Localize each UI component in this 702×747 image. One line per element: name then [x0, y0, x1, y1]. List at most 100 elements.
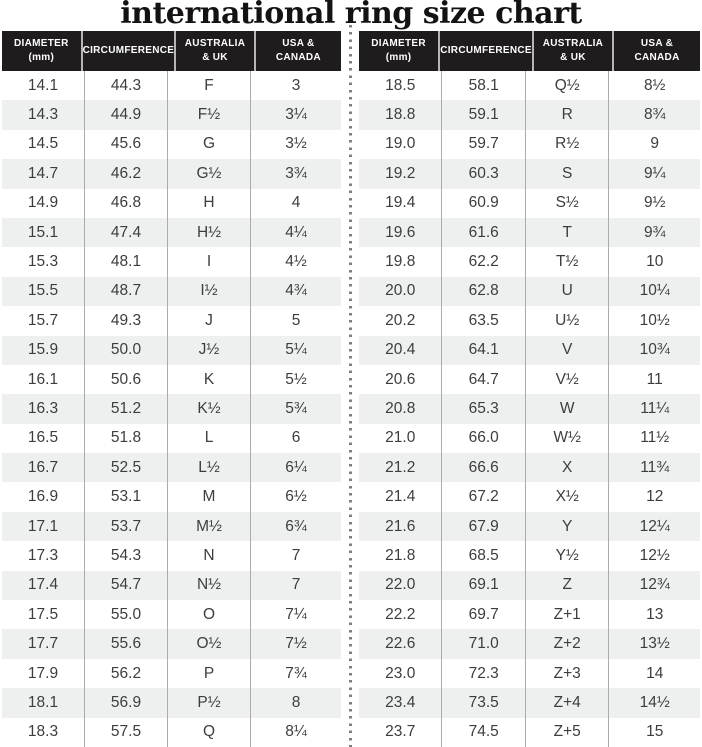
table-cell: R½	[524, 129, 608, 160]
table-cell: 56.2	[84, 658, 167, 689]
table-cell: 4	[250, 188, 341, 218]
table-cell: 50.6	[84, 364, 167, 395]
table-cell: 14.9	[27, 194, 59, 212]
table-cell: Z+2	[524, 629, 608, 659]
table-cell: 5½	[250, 364, 341, 395]
table-row: 17.5 55.0 O 7¼	[2, 600, 341, 630]
table-cell: 3	[250, 71, 341, 101]
table-row: 20.4 64.1 V 10¾	[359, 335, 700, 365]
table-cell: 9½	[608, 188, 700, 218]
tables-container: DIAMETER (mm) CIRCUMFERENCE AUSTRALIA & UK US…	[2, 25, 700, 747]
table-cell: Z+5	[524, 717, 608, 747]
table-cell: N	[167, 541, 250, 571]
table-cell: 21.8	[385, 546, 416, 564]
table-cell: 10¼	[608, 276, 700, 307]
table-row: 14.7 46.2 G½ 3¾	[2, 159, 341, 189]
table-row: 14.3 44.9 F½ 3¼	[2, 100, 341, 130]
table-cell: 69.1	[441, 570, 525, 601]
table-cell: J	[167, 306, 250, 336]
table-row: 17.9 56.2 P 7¾	[2, 658, 341, 689]
table-row: 17.7 55.6 O½ 7½	[2, 629, 341, 659]
table-row: 23.7 74.5 Z+5 15	[359, 717, 700, 747]
table-cell: 64.1	[441, 335, 525, 365]
table-row: 20.0 62.8 U 10¼	[359, 276, 700, 307]
table-cell: 67.2	[441, 482, 525, 512]
table-cell: 61.6	[441, 217, 525, 248]
table-cell: 18.5	[385, 76, 416, 94]
table-cell: 20.2	[385, 311, 416, 329]
table-cell: M	[167, 482, 250, 512]
column-header: CIRCUMFERENCE	[438, 31, 532, 71]
ring-size-table-right: DIAMETER (mm) CIRCUMFERENCE AUSTRALIA & UK US…	[359, 31, 700, 747]
table-cell: 7½	[250, 629, 341, 659]
table-cell: 59.1	[441, 100, 525, 130]
table-row: 22.2 69.7 Z+1 13	[359, 600, 700, 630]
table-cell: U	[524, 276, 608, 307]
table-row: 16.7 52.5 L½ 6¼	[2, 453, 341, 483]
dotted-divider	[349, 25, 352, 747]
table-cell: K½	[167, 394, 250, 424]
table-cell: 55.0	[84, 600, 167, 630]
table-cell: S½	[524, 188, 608, 218]
table-cell: 51.8	[84, 423, 167, 454]
table-row: 23.0 72.3 Z+3 14	[359, 658, 700, 689]
table-cell: 15.5	[27, 282, 59, 300]
table-cell: 21.6	[385, 517, 416, 535]
table-cell: 17.5	[27, 605, 59, 623]
table-cell: 54.7	[84, 570, 167, 601]
table-cell: 62.2	[441, 247, 525, 277]
table-cell: G	[167, 129, 250, 160]
table-row: 19.8 62.2 T½ 10	[359, 247, 700, 277]
table-cell: 20.6	[385, 370, 416, 388]
table-row: 21.0 66.0 W½ 11½	[359, 423, 700, 454]
column-header: USA & CANADA	[612, 31, 700, 71]
table-row: 18.3 57.5 Q 8¼	[2, 717, 341, 747]
table-cell: 72.3	[441, 658, 525, 689]
table-cell: 17.1	[27, 517, 59, 535]
table-row: 15.7 49.3 J 5	[2, 306, 341, 336]
column-header: AUSTRALIA & UK	[531, 31, 613, 71]
table-cell: 21.4	[385, 488, 416, 506]
table-cell: J½	[167, 335, 250, 365]
table-cell: 6½	[250, 482, 341, 512]
table-row: 17.1 53.7 M½ 6¾	[2, 511, 341, 542]
table-row: 15.1 47.4 H½ 4¼	[2, 217, 341, 248]
table-cell: 14	[608, 658, 700, 689]
table-cell: P½	[167, 688, 250, 718]
table-cell: 46.8	[84, 188, 167, 218]
table-cell: I	[167, 247, 250, 277]
table-cell: 14½	[608, 688, 700, 718]
table-cell: 51.2	[84, 394, 167, 424]
table-cell: 7	[250, 570, 341, 601]
table-cell: 8	[250, 688, 341, 718]
table-row: 16.9 53.1 M 6½	[2, 482, 341, 512]
table-cell: Y	[524, 511, 608, 542]
table-row: 14.5 45.6 G 3½	[2, 129, 341, 160]
divider-area	[341, 25, 359, 747]
table-cell: 15.3	[27, 253, 59, 271]
table-cell: 5	[250, 306, 341, 336]
table-cell: T	[524, 217, 608, 248]
table-cell: 74.5	[441, 717, 525, 747]
table-cell: X	[524, 453, 608, 483]
table-cell: 44.3	[84, 71, 167, 101]
table-cell: 20.8	[385, 399, 416, 417]
table-cell: Q½	[524, 71, 608, 101]
table-row: 18.1 56.9 P½ 8	[2, 688, 341, 718]
table-cell: V½	[524, 364, 608, 395]
table-cell: 16.5	[27, 429, 59, 447]
table-cell: 57.5	[84, 717, 167, 747]
table-cell: 12½	[608, 541, 700, 571]
table-cell: 10¾	[608, 335, 700, 365]
table-cell: 10½	[608, 306, 700, 336]
table-cell: 69.7	[441, 600, 525, 630]
table-cell: L½	[167, 453, 250, 483]
table-cell: 55.6	[84, 629, 167, 659]
table-cell: H	[167, 188, 250, 218]
table-cell: 17.4	[27, 576, 59, 594]
table-cell: T½	[524, 247, 608, 277]
table-row: 14.1 44.3 F 3	[2, 71, 341, 101]
table-row: 23.4 73.5 Z+4 14½	[359, 688, 700, 718]
table-cell: 4¾	[250, 276, 341, 307]
column-header: CIRCUMFERENCE	[80, 31, 175, 71]
